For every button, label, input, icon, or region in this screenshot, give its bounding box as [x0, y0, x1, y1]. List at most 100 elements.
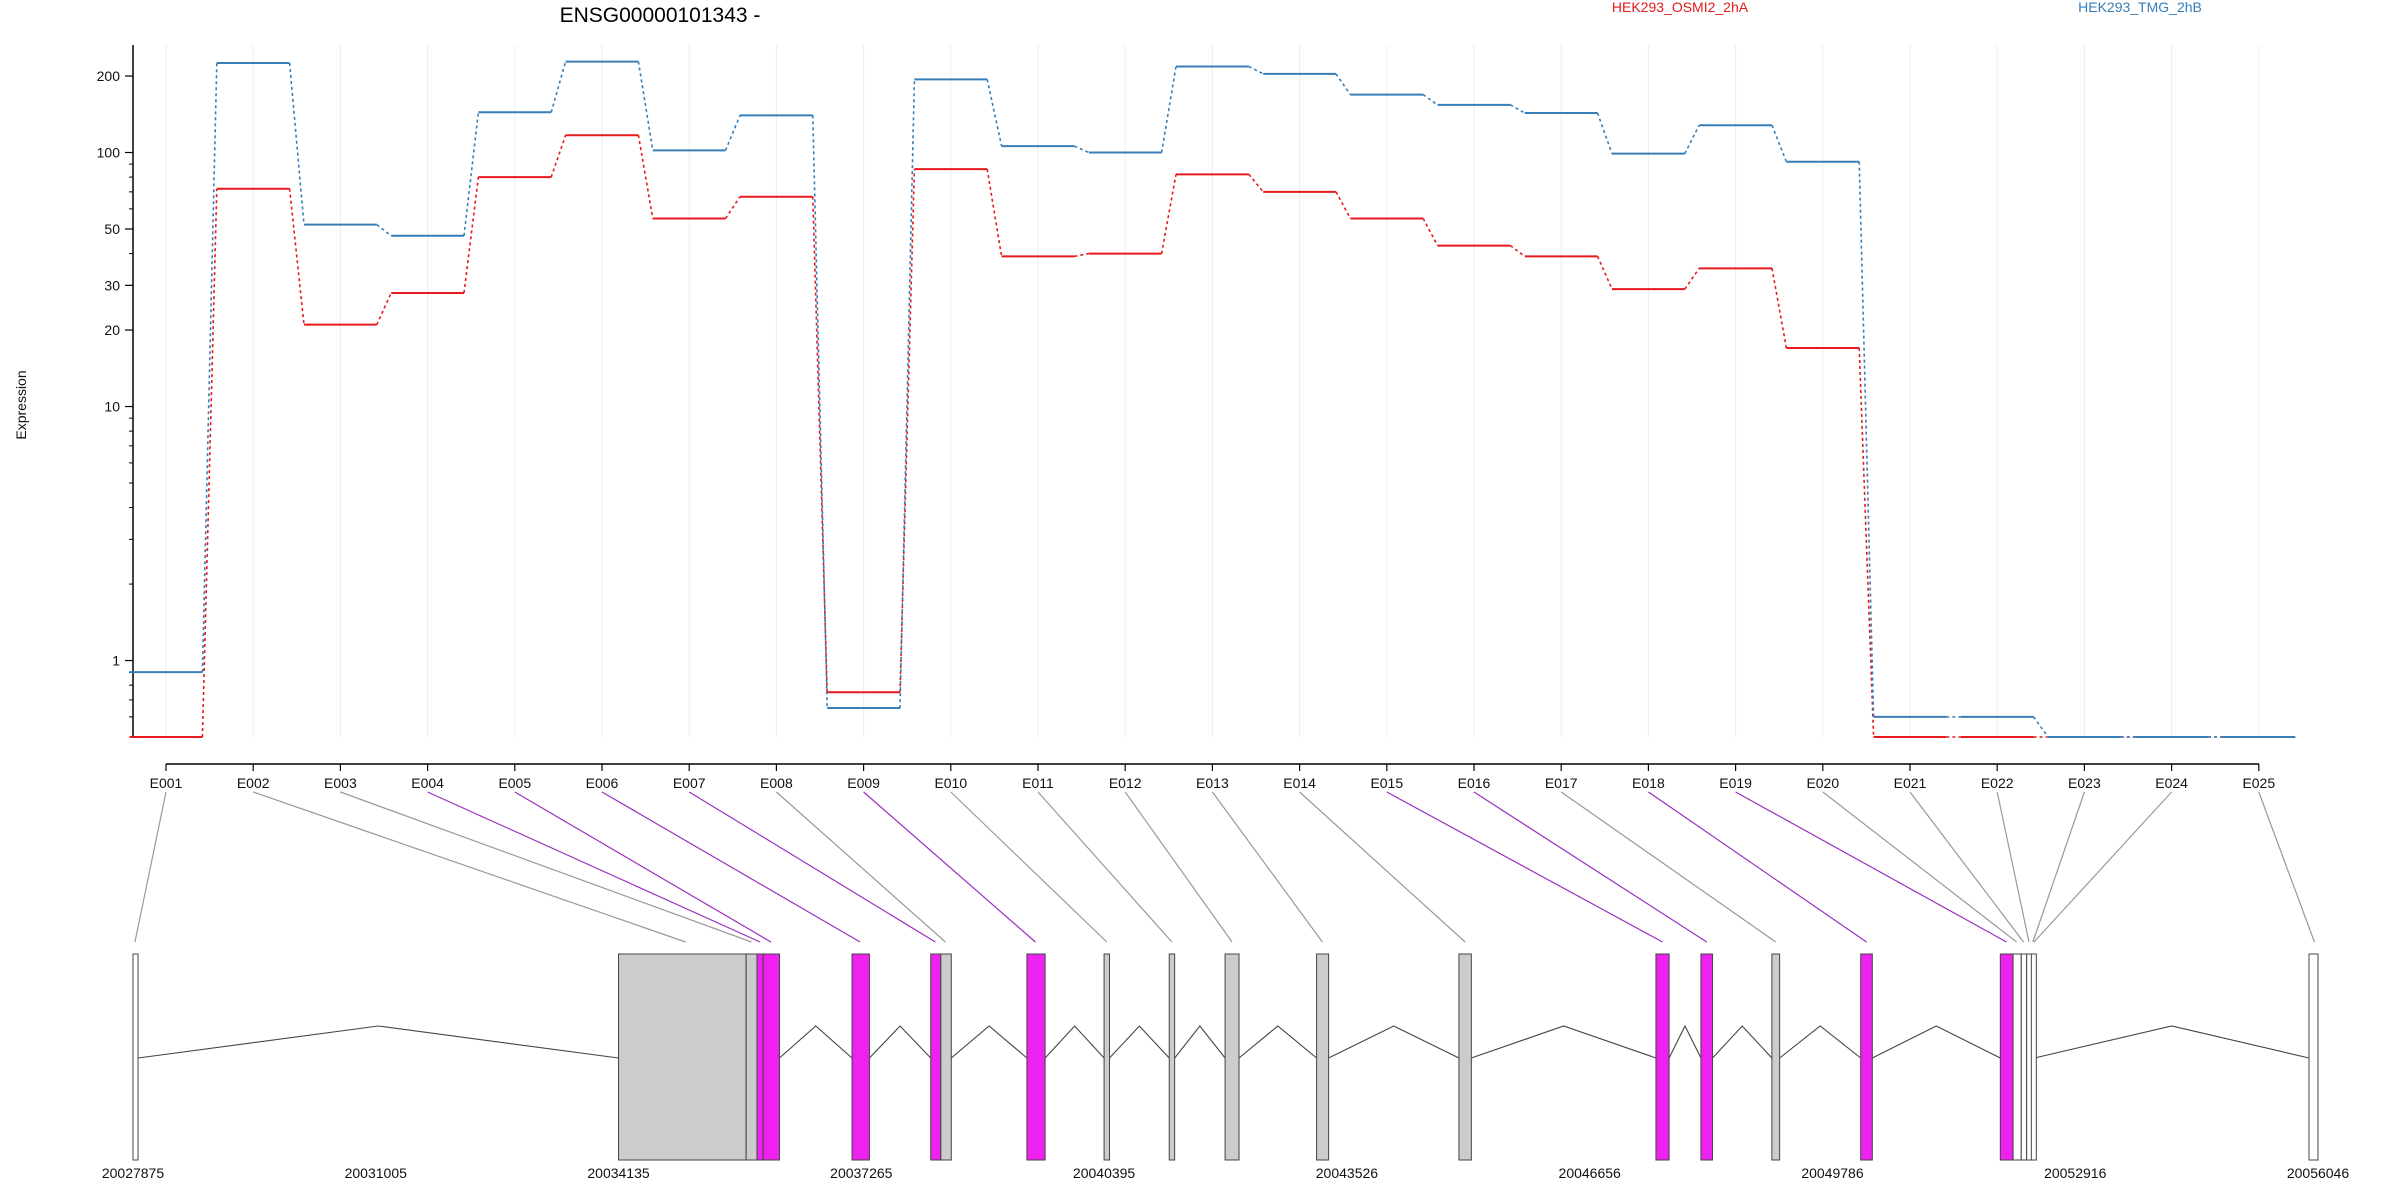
exon-block	[2308, 953, 2319, 1161]
genomic-axis: 20027875 20031005 20034135 20037265 20040395…	[102, 1165, 2350, 1181]
y-axis-label: Expression	[13, 370, 29, 439]
x-tick-label: E005	[498, 775, 531, 791]
y-tick-label: 200	[97, 68, 121, 84]
series-transition	[1074, 252, 1089, 258]
genomic-tick-label: 20049786	[1801, 1165, 1864, 1181]
series-transition	[1596, 112, 1613, 154]
x-tick-label: E021	[1894, 775, 1927, 791]
exon-block	[1771, 953, 1781, 1161]
intron-line	[2034, 1025, 2310, 1059]
genomic-tick-label: 20031005	[345, 1165, 408, 1181]
connector-line	[134, 791, 167, 943]
series-transition	[201, 63, 218, 673]
series-transition	[1335, 73, 1352, 96]
connector-line	[427, 791, 761, 943]
series-transition	[637, 135, 654, 219]
x-tick-label: E011	[1022, 775, 1054, 791]
connector-line	[340, 791, 752, 943]
series-transition	[288, 62, 305, 225]
genomic-tick-label: 20056046	[2287, 1165, 2350, 1181]
x-tick-label: E024	[2155, 775, 2188, 791]
connector-line	[1386, 791, 1663, 943]
intron-line	[137, 1025, 619, 1059]
y-tick-label: 20	[104, 322, 120, 338]
intron-line	[1044, 1025, 1105, 1059]
x-tick-label: E020	[1806, 775, 1839, 791]
intron-line	[1328, 1025, 1460, 1059]
x-tick-label: E006	[586, 775, 619, 791]
x-axis: E001 E002 E003 E004 E005 E006 E007 E008 E009 E010…	[150, 763, 2275, 791]
x-tick-label: E001	[150, 775, 183, 791]
connector-line	[1124, 791, 1233, 943]
intron-line	[1872, 1025, 2001, 1059]
x-tick-label: E013	[1196, 775, 1229, 791]
series-transition	[201, 188, 218, 738]
gene-model	[132, 953, 2319, 1161]
connector-line	[688, 791, 936, 943]
series-transition	[899, 79, 916, 709]
series-transition	[288, 188, 305, 325]
series-transition	[637, 61, 654, 151]
x-tick-label: E014	[1283, 775, 1316, 791]
exon-block	[1700, 953, 1714, 1161]
connector-line	[1560, 791, 1777, 943]
grid-lines	[165, 45, 2260, 737]
series-transition	[1248, 173, 1264, 193]
connector-line	[1996, 791, 2030, 943]
y-axis: 1 10 20 30 50 100 200	[97, 45, 134, 737]
connector-line	[1037, 791, 1173, 943]
genomic-tick-label: 20043526	[1316, 1165, 1379, 1181]
x-tick-label: E012	[1109, 775, 1142, 791]
connector-line	[1648, 791, 1867, 943]
x-tick-label: E010	[934, 775, 967, 791]
series-transition	[550, 134, 567, 178]
connector-line	[950, 791, 1108, 943]
exon-block	[1103, 953, 1111, 1161]
genomic-tick-label: 20052916	[2044, 1165, 2107, 1181]
intron-line	[1471, 1025, 1657, 1059]
exon-block	[2012, 953, 2022, 1161]
x-tick-label: E003	[324, 775, 357, 791]
y-tick-label: 10	[104, 399, 120, 415]
series-transition	[1858, 161, 1875, 717]
connector-line	[1473, 791, 1708, 943]
x-tick-label: E008	[760, 775, 793, 791]
connector-line	[514, 791, 772, 943]
intron-line	[1109, 1025, 1170, 1059]
series-transition	[899, 169, 916, 693]
genomic-tick-label: 20037265	[830, 1165, 893, 1181]
series-transition	[1160, 66, 1177, 153]
connector-line	[2033, 791, 2173, 943]
x-tick-label: E016	[1458, 775, 1491, 791]
x-tick-label: E009	[847, 775, 880, 791]
series-b	[129, 60, 2296, 738]
series-transition	[1160, 174, 1177, 254]
intron-line	[1712, 1025, 1773, 1059]
connector-line	[2258, 791, 2315, 943]
exon-block	[1316, 953, 1330, 1161]
x-tick-label: E022	[1981, 775, 2014, 791]
series-transition	[2032, 716, 2049, 738]
series-lines	[129, 60, 2296, 738]
series-transition	[1771, 268, 1788, 349]
series-transition	[1684, 267, 1700, 290]
intron-line	[1779, 1025, 1862, 1059]
x-tick-label: E007	[673, 775, 706, 791]
series-transition	[1510, 104, 1526, 114]
series-transition	[550, 61, 567, 113]
exon-block	[940, 953, 952, 1161]
connector-line	[1299, 791, 1466, 943]
exon-block	[930, 953, 942, 1161]
exon-block	[762, 953, 780, 1161]
x-tick-label: E017	[1545, 775, 1578, 791]
exon-block	[1655, 953, 1670, 1161]
exon-block	[2030, 953, 2037, 1161]
connector-line	[1822, 791, 2017, 943]
series-transition	[463, 177, 480, 294]
y-tick-label: 1	[112, 653, 120, 669]
x-tick-label: E023	[2068, 775, 2101, 791]
y-tick-label: 50	[104, 221, 120, 237]
exon-block	[1999, 953, 2014, 1161]
series-transition	[986, 79, 1003, 147]
